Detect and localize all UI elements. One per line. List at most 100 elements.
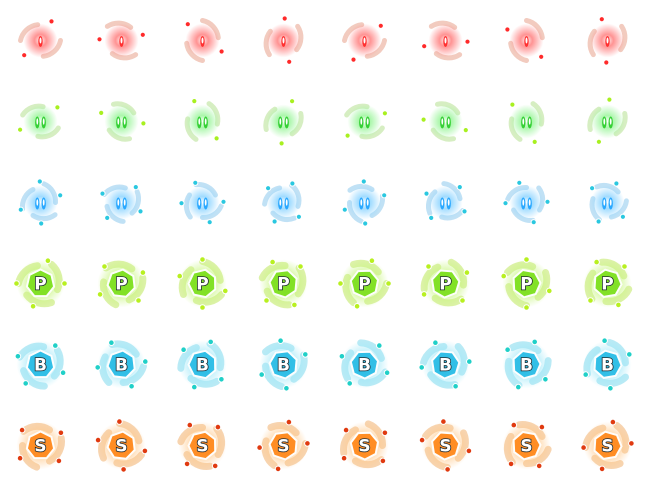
orbit-orb [13,280,20,287]
bullet-core [200,36,205,47]
orbit-orb [141,447,149,455]
orbit-orb [213,135,220,142]
orbit-orb [258,371,266,378]
bullet-core [38,36,43,47]
orbit-orb [285,418,293,426]
orbit-orb [523,256,530,263]
orbit-orb [464,38,471,45]
badge-hexagon [268,350,298,380]
orbit-orb [295,213,303,220]
orbit-orb [128,383,135,390]
orbit-orb [456,184,463,191]
orbit-orb [218,376,225,383]
orbit-orb [350,56,357,63]
orbit-orb [16,454,24,462]
orbit-orb [18,426,26,434]
badge-hexagon [349,269,380,299]
badge-hexagon [106,268,136,298]
orbit-orb [99,190,106,197]
orbit-orb [98,109,105,116]
orbit-orb [589,185,596,192]
orbit-orb [265,185,272,192]
orbit-orb [206,219,213,226]
orbit-orb [385,280,392,287]
powerup-sprite: B [582,337,633,392]
orbit-orb [341,206,348,213]
bullet-core [521,116,532,129]
orbit-orb [139,269,147,276]
bullet-sprite [184,18,225,63]
orbit-orb [362,220,369,227]
badge-hexagon [268,431,298,461]
orbit-orb [500,272,508,280]
badge-letter: B [34,356,47,376]
bullet-sprite [96,20,146,61]
sprite-frame-r3-f5 [324,162,405,243]
sprite-frame-r3-f1 [0,162,81,243]
sprite-frame-r2-f3 [162,81,243,162]
powerup-sprite: B [418,339,473,390]
orbit-orb [52,342,59,349]
orbit-orb [59,369,67,377]
bullet-sprite [262,180,303,225]
orbit-orb [523,304,530,311]
orbit-orb [346,380,354,387]
orbit-orb [626,351,633,358]
orbit-orb [353,303,361,310]
orbit-orb [463,269,471,276]
badge-letter: B [196,356,209,376]
sprite-frame-r2-f7 [486,81,567,162]
badge-hexagon [187,430,217,461]
sprite-frame-r3-f6 [405,162,486,243]
bullet-sprite [98,101,147,142]
orbit-orb [504,26,511,33]
powerup-sprite: S [418,418,473,473]
bullet-core [440,197,451,210]
orbit-orb [598,465,606,473]
orbit-orb [337,280,344,287]
sprite-frame-r6-f7: S [486,405,567,486]
orbit-orb [57,192,64,199]
orbit-orb [421,43,428,50]
bullet-core [524,36,529,47]
sprite-frame-r3-f2 [81,162,162,243]
orbit-orb [420,116,427,123]
sprite-frame-r6-f8: S [567,405,648,486]
badge-hexagon [25,430,56,460]
badge-hexagon [106,349,136,379]
sprite-frame-r2-f1 [0,81,81,162]
orbit-orb [281,15,288,22]
badge-hexagon [106,430,136,460]
bullet-sprite [502,179,551,226]
orbit-orb [593,258,600,266]
bullet-core [35,197,46,210]
bullet-core [521,197,532,210]
powerup-sprite: S [340,420,389,470]
orbit-orb [544,198,551,205]
badge-letter: B [277,356,290,376]
orbit-orb [502,200,509,207]
orbit-orb [135,297,142,304]
orbit-orb [606,96,613,103]
badge-hexagon [512,349,542,380]
bullet-core [362,36,367,47]
bullet-sprite [263,15,304,65]
orbit-orb [595,218,602,225]
bullet-core [116,197,127,210]
orbit-orb [432,339,439,347]
badge-letter: P [358,275,370,295]
orbit-orb [207,338,215,346]
bullet-sprite [589,180,629,225]
sprite-frame-r2-f8 [567,81,648,162]
orbit-orb [120,466,127,473]
orbit-orb [459,297,466,304]
orbit-orb [274,465,282,473]
orbit-orb [580,444,587,451]
badge-hexagon [187,268,217,299]
orbit-orb [277,337,284,345]
orbit-orb [94,436,102,444]
orbit-orb [368,257,376,265]
bullet-core [35,116,46,129]
orbit-orb [530,219,537,226]
orbit-orb [377,22,384,29]
